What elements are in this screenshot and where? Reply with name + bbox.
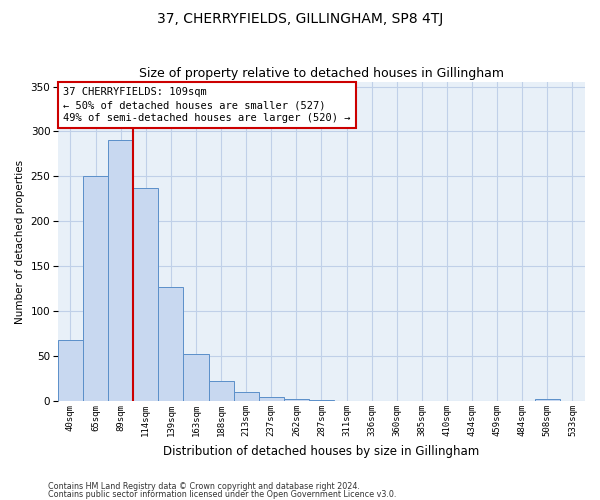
Bar — [158, 287, 184, 401]
Bar — [108, 140, 133, 401]
Bar — [209, 382, 233, 401]
Bar — [58, 340, 83, 401]
Text: 37, CHERRYFIELDS, GILLINGHAM, SP8 4TJ: 37, CHERRYFIELDS, GILLINGHAM, SP8 4TJ — [157, 12, 443, 26]
Bar — [133, 188, 158, 401]
Bar — [259, 396, 284, 401]
Title: Size of property relative to detached houses in Gillingham: Size of property relative to detached ho… — [139, 66, 504, 80]
Bar — [535, 400, 560, 401]
Bar — [309, 400, 334, 401]
Bar — [83, 176, 108, 401]
Text: Contains public sector information licensed under the Open Government Licence v3: Contains public sector information licen… — [48, 490, 397, 499]
Bar — [233, 392, 259, 401]
Bar — [284, 400, 309, 401]
Text: Contains HM Land Registry data © Crown copyright and database right 2024.: Contains HM Land Registry data © Crown c… — [48, 482, 360, 491]
Text: 37 CHERRYFIELDS: 109sqm
← 50% of detached houses are smaller (527)
49% of semi-d: 37 CHERRYFIELDS: 109sqm ← 50% of detache… — [63, 87, 351, 123]
Y-axis label: Number of detached properties: Number of detached properties — [15, 160, 25, 324]
X-axis label: Distribution of detached houses by size in Gillingham: Distribution of detached houses by size … — [163, 444, 479, 458]
Bar — [184, 354, 209, 401]
